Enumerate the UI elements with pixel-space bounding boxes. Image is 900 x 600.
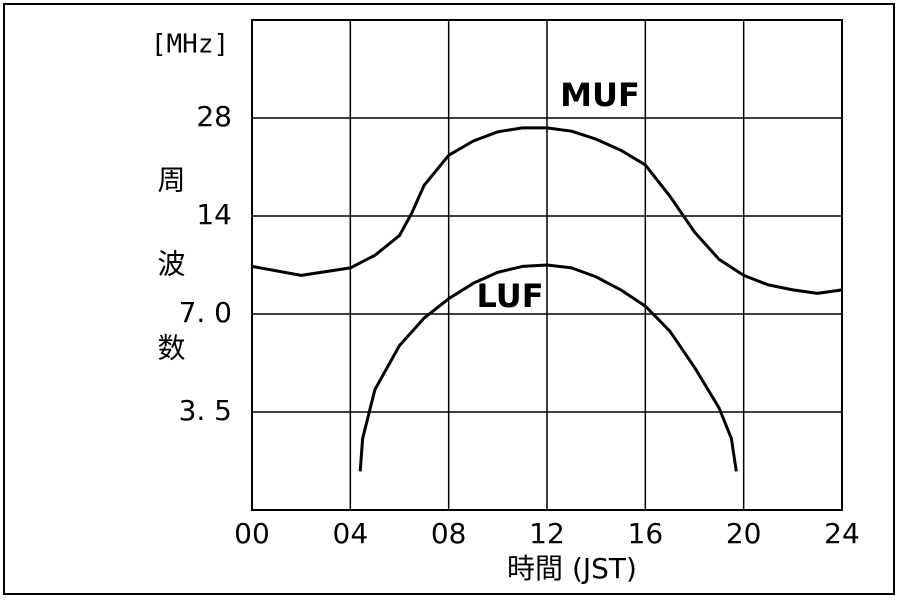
- plot-frame: [251, 19, 843, 511]
- x-tick-label: 16: [628, 517, 664, 550]
- series-line: [251, 126, 843, 295]
- x-tick-label: 12: [529, 517, 565, 550]
- x-tick-label: 20: [726, 517, 762, 550]
- x-tick-label: 00: [234, 517, 270, 550]
- y-tick-label: 14: [196, 198, 232, 231]
- x-axis-label: 時間 (JST): [507, 552, 637, 585]
- y-axis-label: 周波数: [154, 165, 187, 417]
- x-tick-label: 04: [333, 517, 369, 550]
- outer-frame: [3, 3, 895, 595]
- y-tick-label: 3. 5: [179, 394, 232, 427]
- series-line: [358, 263, 738, 472]
- x-tick-label: 08: [431, 517, 467, 550]
- series-label: MUF: [560, 76, 640, 114]
- y-tick-label: 7. 0: [179, 296, 232, 329]
- y-tick-label: 28: [196, 100, 232, 133]
- series-label: LUF: [476, 277, 543, 315]
- y-unit: [MHz]: [151, 30, 229, 60]
- x-tick-label: 24: [824, 517, 860, 550]
